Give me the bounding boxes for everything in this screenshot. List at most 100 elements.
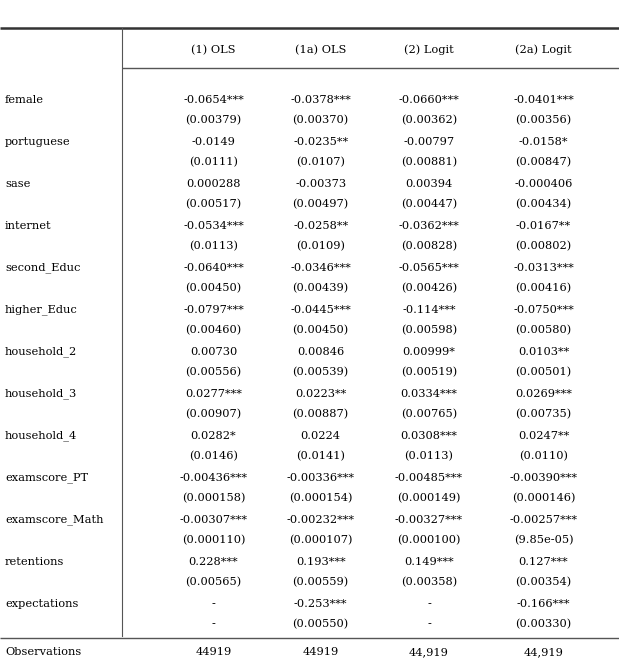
Text: (0.000110): (0.000110) <box>182 535 245 545</box>
Text: (0.00517): (0.00517) <box>186 199 241 209</box>
Text: -0.0149: -0.0149 <box>192 137 235 147</box>
Text: (0.00887): (0.00887) <box>293 409 348 419</box>
Text: sase: sase <box>5 179 30 189</box>
Text: -: - <box>427 599 431 609</box>
Text: (0.00362): (0.00362) <box>401 115 457 125</box>
Text: 0.00394: 0.00394 <box>405 179 452 189</box>
Text: 0.149***: 0.149*** <box>404 557 454 567</box>
Text: 0.00846: 0.00846 <box>297 347 344 357</box>
Text: (0.00802): (0.00802) <box>516 241 571 251</box>
Text: -0.00336***: -0.00336*** <box>287 473 355 483</box>
Text: 0.00999*: 0.00999* <box>402 347 456 357</box>
Text: higher_Educ: higher_Educ <box>5 304 78 316</box>
Text: 0.228***: 0.228*** <box>189 557 238 567</box>
Text: -0.00390***: -0.00390*** <box>509 473 578 483</box>
Text: -0.166***: -0.166*** <box>517 599 570 609</box>
Text: (0.0109): (0.0109) <box>296 241 345 251</box>
Text: -0.00797: -0.00797 <box>404 137 454 147</box>
Text: -0.00373: -0.00373 <box>295 179 346 189</box>
Text: -0.0640***: -0.0640*** <box>183 263 244 273</box>
Text: (0.00765): (0.00765) <box>401 409 457 419</box>
Text: (0.00460): (0.00460) <box>186 325 241 335</box>
Text: -0.00485***: -0.00485*** <box>395 473 463 483</box>
Text: (2a) Logit: (2a) Logit <box>515 45 572 55</box>
Text: Observations: Observations <box>5 647 81 657</box>
Text: (0.00735): (0.00735) <box>516 409 571 419</box>
Text: (0.000107): (0.000107) <box>289 535 352 545</box>
Text: (0.00907): (0.00907) <box>186 409 241 419</box>
Text: household_4: household_4 <box>5 431 77 442</box>
Text: -0.0362***: -0.0362*** <box>399 221 459 231</box>
Text: (0.00450): (0.00450) <box>293 325 348 335</box>
Text: 0.193***: 0.193*** <box>296 557 345 567</box>
Text: -: - <box>212 619 215 629</box>
Text: (0.00379): (0.00379) <box>186 115 241 125</box>
Text: -0.00307***: -0.00307*** <box>180 515 248 525</box>
Text: 44,919: 44,919 <box>409 647 449 657</box>
Text: -0.0346***: -0.0346*** <box>290 263 351 273</box>
Text: (0.00501): (0.00501) <box>516 367 571 377</box>
Text: female: female <box>5 95 44 105</box>
Text: examscore_Math: examscore_Math <box>5 515 103 525</box>
Text: (0.00598): (0.00598) <box>401 325 457 335</box>
Text: (0.00881): (0.00881) <box>401 157 457 167</box>
Text: 0.0334***: 0.0334*** <box>400 389 457 399</box>
Text: expectations: expectations <box>5 599 79 609</box>
Text: (0.00354): (0.00354) <box>516 577 571 587</box>
Text: -0.0258**: -0.0258** <box>293 221 348 231</box>
Text: -0.00436***: -0.00436*** <box>180 473 248 483</box>
Text: examscore_PT: examscore_PT <box>5 473 88 484</box>
Text: (0.0107): (0.0107) <box>296 157 345 167</box>
Text: -0.253***: -0.253*** <box>294 599 347 609</box>
Text: (2) Logit: (2) Logit <box>404 45 454 55</box>
Text: (0.00426): (0.00426) <box>401 283 457 293</box>
Text: -: - <box>427 619 431 629</box>
Text: (0.000154): (0.000154) <box>289 493 352 503</box>
Text: (0.00434): (0.00434) <box>516 199 571 209</box>
Text: (0.000146): (0.000146) <box>512 493 575 503</box>
Text: -0.0158*: -0.0158* <box>519 137 568 147</box>
Text: (0.000100): (0.000100) <box>397 535 461 545</box>
Text: -0.114***: -0.114*** <box>402 305 456 315</box>
Text: (0.0111): (0.0111) <box>189 157 238 167</box>
Text: 0.0282*: 0.0282* <box>191 431 236 441</box>
Text: 44919: 44919 <box>196 647 232 657</box>
Text: (0.00447): (0.00447) <box>401 199 457 209</box>
Text: household_3: household_3 <box>5 389 77 400</box>
Text: portuguese: portuguese <box>5 137 71 147</box>
Text: 0.0277***: 0.0277*** <box>185 389 242 399</box>
Text: -0.00232***: -0.00232*** <box>287 515 355 525</box>
Text: (0.00565): (0.00565) <box>186 577 241 587</box>
Text: -0.0797***: -0.0797*** <box>183 305 244 315</box>
Text: (0.0141): (0.0141) <box>296 451 345 461</box>
Text: (0.00847): (0.00847) <box>516 157 571 167</box>
Text: (0.00828): (0.00828) <box>401 241 457 251</box>
Text: (0.00330): (0.00330) <box>516 619 571 629</box>
Text: -0.0750***: -0.0750*** <box>513 305 574 315</box>
Text: (1) OLS: (1) OLS <box>191 45 236 55</box>
Text: (0.00356): (0.00356) <box>516 115 571 125</box>
Text: 0.0247**: 0.0247** <box>518 431 569 441</box>
Text: -0.0565***: -0.0565*** <box>399 263 459 273</box>
Text: -0.000406: -0.000406 <box>514 179 573 189</box>
Text: -0.0167**: -0.0167** <box>516 221 571 231</box>
Text: (0.00358): (0.00358) <box>401 577 457 587</box>
Text: (0.00559): (0.00559) <box>293 577 348 587</box>
Text: -0.0401***: -0.0401*** <box>513 95 574 105</box>
Text: -0.0445***: -0.0445*** <box>290 305 351 315</box>
Text: (0.00416): (0.00416) <box>516 283 571 293</box>
Text: (0.00539): (0.00539) <box>293 367 348 377</box>
Text: retentions: retentions <box>5 557 64 567</box>
Text: (0.00370): (0.00370) <box>293 115 348 125</box>
Text: 0.0103**: 0.0103** <box>518 347 569 357</box>
Text: internet: internet <box>5 221 51 231</box>
Text: -0.0235**: -0.0235** <box>293 137 348 147</box>
Text: (0.0110): (0.0110) <box>519 451 568 461</box>
Text: 0.0224: 0.0224 <box>301 431 340 441</box>
Text: (0.00580): (0.00580) <box>516 325 571 335</box>
Text: -: - <box>212 599 215 609</box>
Text: 0.0269***: 0.0269*** <box>515 389 572 399</box>
Text: second_Educ: second_Educ <box>5 262 80 273</box>
Text: -0.00327***: -0.00327*** <box>395 515 463 525</box>
Text: (0.000149): (0.000149) <box>397 493 461 503</box>
